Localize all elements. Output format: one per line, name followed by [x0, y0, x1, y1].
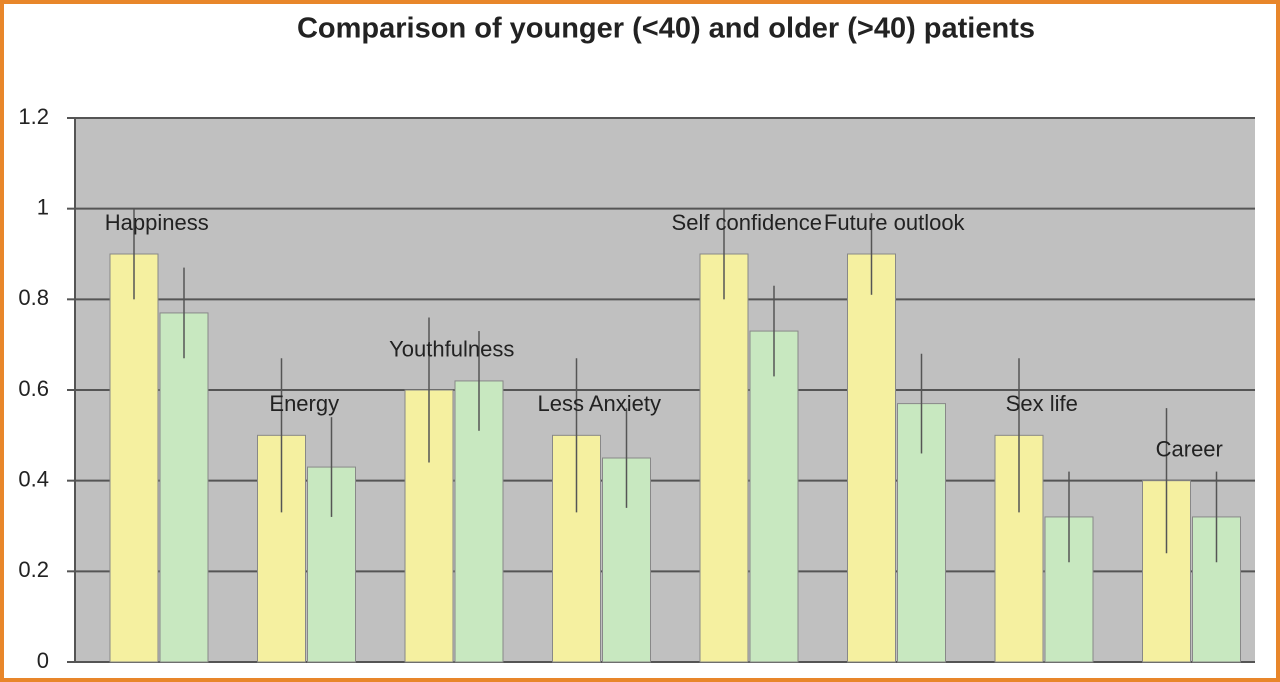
chart-title: Comparison of younger (<40) and older (>…	[297, 13, 1035, 45]
y-tick-label: 0.4	[18, 466, 49, 491]
category-label: Career	[1156, 436, 1223, 461]
category-label: Future outlook	[824, 210, 966, 235]
category-label: Less Anxiety	[537, 391, 661, 416]
category-label: Youthfulness	[389, 337, 514, 362]
y-tick-label: 0.8	[18, 285, 49, 310]
category-label: Sex life	[1006, 391, 1078, 416]
category-label: Happiness	[105, 210, 209, 235]
bar	[109, 253, 159, 663]
category-label: Self confidence	[672, 210, 822, 235]
y-tick-label: 1.2	[18, 104, 49, 129]
y-tick-label: 0.2	[18, 557, 49, 582]
bar	[749, 330, 799, 663]
bar	[847, 253, 896, 663]
y-tick-label: 1	[37, 194, 49, 219]
y-tick-label: 0	[37, 648, 49, 673]
y-tick-label: 0.6	[18, 376, 49, 401]
bar	[699, 253, 749, 663]
category-label: Energy	[269, 391, 339, 416]
bar	[159, 312, 209, 663]
